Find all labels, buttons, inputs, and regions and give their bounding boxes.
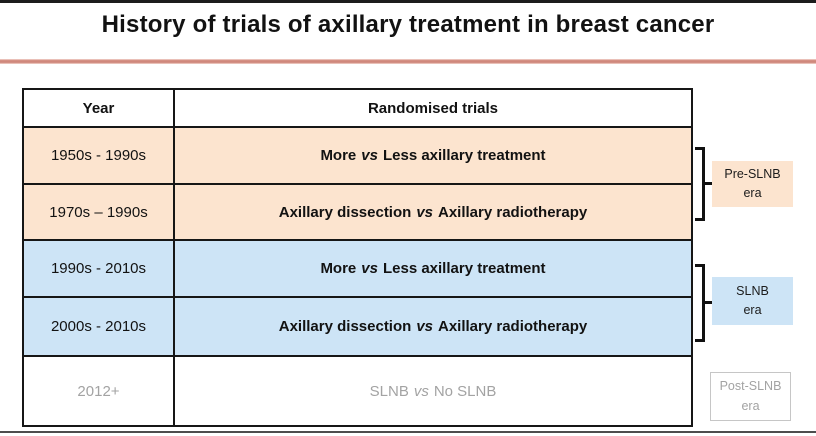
row-year: 2000s - 2010s <box>24 298 175 355</box>
trial-text-pre: Axillary dissection <box>278 318 412 335</box>
page-title: History of trials of axillary treatment … <box>101 11 715 38</box>
vs-label: vs <box>416 203 433 221</box>
trial-text-post: No SLNB <box>433 382 497 400</box>
era-label-line2: era <box>743 303 762 317</box>
title-underline <box>0 59 816 64</box>
slide-top-rule <box>0 0 816 3</box>
trial-text-pre: Axillary dissection <box>278 203 412 221</box>
table-header-row: Year Randomised trials <box>24 90 691 126</box>
trial-text-post: Axillary radiotherapy <box>438 318 588 335</box>
table-row: 1970s – 1990s Axillary dissection vs Axill… <box>24 183 691 239</box>
pre-slnb-bracket-tick <box>703 182 713 185</box>
row-trial: Axillary dissection vs Axillary radiothera… <box>175 298 691 355</box>
slnb-era-label: SLNB era <box>712 277 793 325</box>
row-trial: SLNB vs No SLNB <box>175 357 691 425</box>
table-row: 2000s - 2010s Axillary dissection vs Axill… <box>24 296 691 355</box>
row-year: 1950s - 1990s <box>24 128 175 183</box>
era-label-line2: era <box>743 186 762 200</box>
trial-text-pre: SLNB <box>369 382 409 400</box>
row-trial: More vs Less axillary treatment <box>175 241 691 296</box>
trial-text-pre: More <box>320 147 357 164</box>
row-year: 1990s - 2010s <box>24 241 175 296</box>
header-year: Year <box>24 90 175 126</box>
table-row: 1990s - 2010s More vs Less axillary treatm… <box>24 239 691 296</box>
trial-text-post: Axillary radiotherapy <box>438 203 588 221</box>
table-row: 2012+ SLNB vs No SLNB <box>24 355 691 425</box>
trial-text-post: Less axillary treatment <box>382 147 546 164</box>
header-randomised-trials: Randomised trials <box>367 99 499 117</box>
row-trial: More vs Less axillary treatment <box>175 128 691 183</box>
vs-label: vs <box>413 382 429 400</box>
vs-label: vs <box>416 318 433 335</box>
era-label-line1: SLNB <box>736 283 769 298</box>
table-row: 1950s - 1990s More vs Less axillary treatm… <box>24 126 691 183</box>
pre-slnb-era-label: Pre-SLNB era <box>712 161 793 207</box>
post-slnb-era-label: Post-SLNB era <box>710 372 791 421</box>
row-year: 1970s – 1990s <box>24 185 175 239</box>
vs-label: vs <box>361 147 378 164</box>
row-year: 2012+ <box>24 357 175 425</box>
trial-text-post: Less axillary treatment <box>382 260 546 277</box>
row-trial: Axillary dissection vs Axillary radiothera… <box>175 185 691 239</box>
trials-table: Year Randomised trials 1950s - 1990s Mor… <box>22 88 693 427</box>
era-label-line1: Post-SLNB <box>719 379 782 394</box>
era-label-line1: Pre-SLNB <box>724 166 781 181</box>
vs-label: vs <box>361 260 378 277</box>
slide-bottom-rule <box>0 431 816 433</box>
slnb-bracket-tick <box>703 301 713 304</box>
era-label-line2: era <box>741 398 760 413</box>
trial-text-pre: More <box>320 260 357 277</box>
